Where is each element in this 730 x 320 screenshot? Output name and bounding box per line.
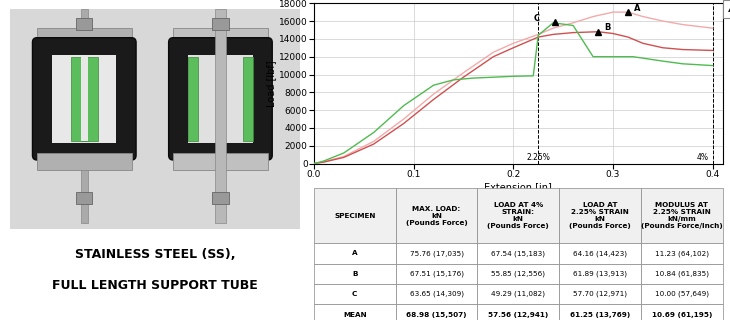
Bar	[212, 192, 229, 204]
Bar	[37, 28, 131, 45]
FancyBboxPatch shape	[32, 38, 136, 160]
Bar	[10, 10, 300, 229]
Bar	[215, 10, 226, 223]
Bar	[81, 57, 98, 140]
Bar	[212, 18, 229, 29]
Text: 2.25%: 2.25%	[526, 153, 550, 162]
Bar	[215, 40, 225, 157]
Bar	[173, 28, 268, 45]
Bar	[76, 192, 93, 204]
X-axis label: Extension [in]: Extension [in]	[485, 182, 552, 192]
Bar	[71, 57, 88, 140]
Bar	[243, 57, 253, 140]
Text: B: B	[604, 23, 610, 32]
Text: 4%: 4%	[696, 153, 709, 162]
Bar	[188, 55, 253, 143]
Bar	[52, 55, 117, 143]
Text: STAINLESS STEEL (SS),: STAINLESS STEEL (SS),	[75, 248, 236, 260]
Bar	[173, 153, 268, 170]
Text: $\blacktriangle$  MAX. LOAD: $\blacktriangle$ MAX. LOAD	[727, 3, 730, 14]
Bar	[76, 18, 93, 29]
FancyBboxPatch shape	[169, 38, 272, 160]
Text: A: A	[634, 4, 640, 13]
Text: FULL LENGTH SUPPORT TUBE: FULL LENGTH SUPPORT TUBE	[53, 279, 258, 292]
Bar	[188, 57, 198, 140]
Text: C: C	[533, 13, 539, 23]
Bar	[37, 153, 131, 170]
Bar	[81, 57, 88, 140]
Bar	[80, 10, 88, 28]
Bar	[80, 170, 88, 223]
Y-axis label: Load [lbf]: Load [lbf]	[266, 60, 276, 107]
